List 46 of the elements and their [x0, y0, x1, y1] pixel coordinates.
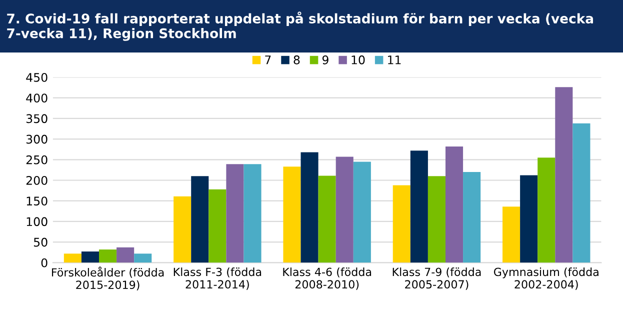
bar	[353, 162, 371, 263]
y-tick-label: 100	[26, 217, 48, 226]
bar	[555, 87, 573, 263]
bar	[244, 164, 262, 263]
y-tick-label: 0	[41, 258, 48, 268]
bar	[428, 176, 446, 263]
legend-label: 11	[388, 56, 401, 64]
bar	[445, 146, 464, 263]
x-tick-label: Klass 7-9 (födda 2005-2007)	[392, 268, 481, 290]
y-tick-label: 300	[26, 134, 48, 144]
bar	[300, 152, 318, 263]
bar	[191, 176, 209, 263]
bar	[99, 249, 117, 263]
bar	[463, 172, 481, 263]
legend-label: 10	[352, 55, 365, 64]
bar	[520, 175, 538, 263]
legend-label: 8	[294, 55, 300, 64]
legend-label: 9	[322, 55, 328, 64]
y-tick-label: 50	[34, 238, 48, 247]
bar	[208, 189, 226, 263]
chart-title: 7. Covid-19 fall rapporterat uppdelat på skolstadium för barn per vecka (vecka 7-vecka 11), Region Stockholm	[7, 12, 593, 41]
y-tick-label: 150	[26, 196, 48, 206]
x-tick-label: Gymnasium (födda 2002-2004)	[494, 268, 598, 290]
bar	[116, 247, 134, 263]
bar	[410, 150, 428, 263]
bar	[226, 164, 244, 263]
y-tick-label: 250	[26, 155, 48, 164]
bar	[64, 254, 82, 263]
bar	[502, 206, 520, 263]
x-tick-label: Klass F-3 (födda 2011-2014)	[174, 268, 262, 290]
bar	[318, 176, 336, 263]
bar	[81, 252, 100, 263]
y-tick-label: 350	[26, 114, 48, 124]
legend-label: 7	[265, 56, 271, 64]
x-tick-label: Klass 4-6 (födda 2008-2010)	[283, 268, 372, 290]
y-tick-label: 450	[26, 72, 48, 82]
bar	[392, 185, 410, 263]
bar	[336, 156, 354, 263]
bar	[538, 158, 556, 263]
x-tick-label: Förskoleålder (födda 2015-2019)	[52, 266, 164, 290]
bar	[134, 254, 152, 263]
y-tick-label: 400	[26, 94, 48, 103]
bar	[283, 166, 301, 263]
bar	[174, 196, 192, 263]
y-tick-label: 200	[26, 176, 48, 185]
bar	[572, 123, 590, 263]
